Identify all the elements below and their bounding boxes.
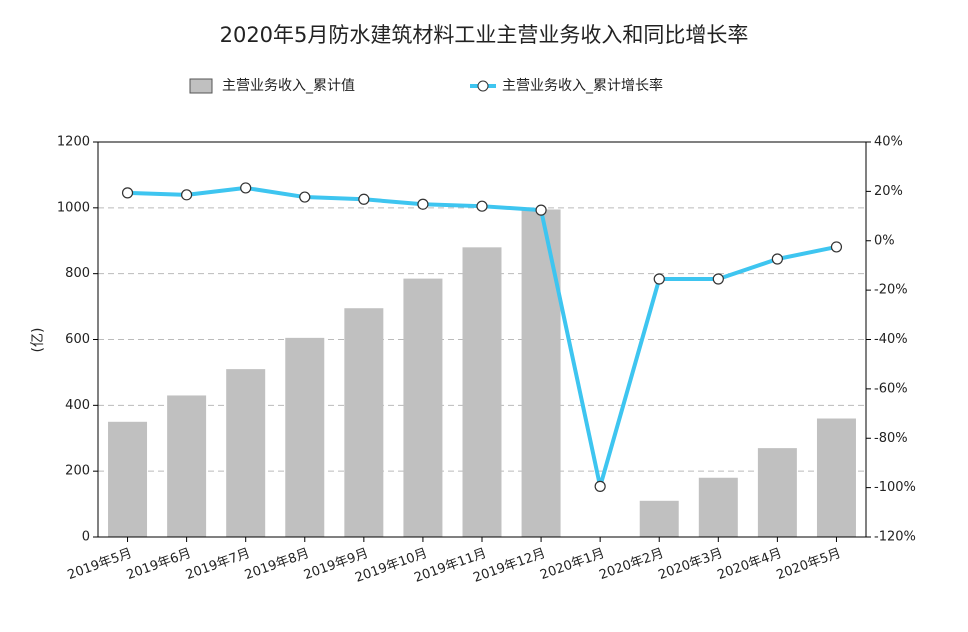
y-tick-label: 800 xyxy=(65,266,90,281)
y-tick-label: 400 xyxy=(65,398,90,413)
y2-tick-label: -100% xyxy=(874,480,916,495)
bar xyxy=(344,308,384,537)
point xyxy=(594,480,606,492)
x-tick-label: 2020年4月 xyxy=(716,546,784,583)
bar xyxy=(462,247,502,538)
bar xyxy=(521,209,561,537)
bar xyxy=(816,418,856,537)
point xyxy=(417,198,429,210)
y-tick-label: 200 xyxy=(65,464,90,479)
point xyxy=(535,204,547,216)
point xyxy=(476,200,488,212)
y2-tick-label: -60% xyxy=(874,381,908,396)
point xyxy=(240,182,252,194)
y-tick-label: 1000 xyxy=(57,200,90,215)
bar xyxy=(108,421,148,537)
y-tick-label: 600 xyxy=(65,332,90,347)
x-tick-label: 2019年5月 xyxy=(66,546,134,583)
y2-tick-label: -80% xyxy=(874,431,908,446)
point xyxy=(181,189,193,201)
point xyxy=(358,193,370,205)
bar xyxy=(226,369,266,537)
y2-tick-label: -120% xyxy=(874,530,916,545)
x-tick-label: 2020年5月 xyxy=(775,546,843,583)
point xyxy=(653,273,665,285)
legend-label: 主营业务收入_累计值 xyxy=(222,78,355,94)
y2-tick-label: -40% xyxy=(874,332,908,347)
bar xyxy=(698,477,738,537)
bar xyxy=(639,500,679,537)
point xyxy=(712,273,724,285)
x-tick-label: 2020年2月 xyxy=(597,546,665,583)
bar xyxy=(285,337,325,537)
y2-tick-label: -20% xyxy=(874,283,908,298)
legend-swatch xyxy=(477,80,489,92)
plot-frame xyxy=(97,141,867,538)
chart-title: 2020年5月防水建筑材料工业主营业务收入和同比增长率 xyxy=(220,23,749,47)
y-tick-label: 0 xyxy=(82,530,90,545)
x-tick-label: 2020年1月 xyxy=(538,546,606,583)
bar xyxy=(167,395,207,537)
x-tick-label: 2019年8月 xyxy=(243,546,311,583)
bar xyxy=(403,278,443,537)
point xyxy=(121,187,134,199)
bar xyxy=(757,448,797,537)
y2-tick-label: 20% xyxy=(874,184,903,199)
point xyxy=(771,253,783,265)
point xyxy=(299,191,311,203)
y2-tick-label: 40% xyxy=(874,135,903,150)
point xyxy=(830,241,843,253)
x-tick-label: 2019年6月 xyxy=(125,546,193,583)
legend-swatch xyxy=(189,78,213,94)
legend-label: 主营业务收入_累计增长率 xyxy=(502,77,663,94)
y-axis-label: (亿) xyxy=(30,328,46,353)
x-tick-label: 2020年3月 xyxy=(656,546,724,583)
y-tick-label: 1200 xyxy=(57,135,90,150)
x-tick-label: 2019年7月 xyxy=(184,546,252,583)
y2-tick-label: 0% xyxy=(874,233,895,248)
